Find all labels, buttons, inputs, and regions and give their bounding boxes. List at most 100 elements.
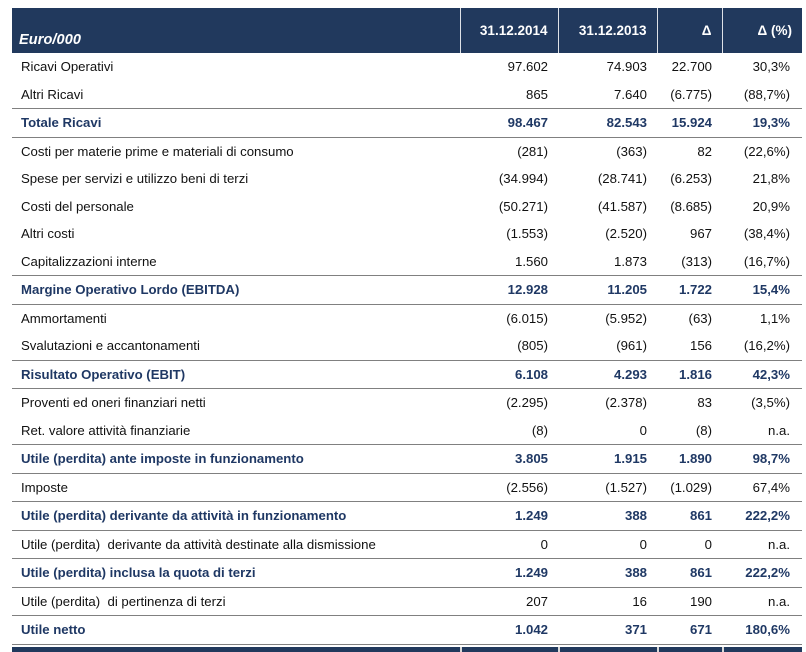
cell-2013: 16 (558, 587, 657, 616)
cell-2013: 1.915 (558, 444, 657, 474)
row-label: Capitalizzazioni interne (12, 247, 460, 276)
table-row: Imposte (2.556) (1.527) (1.029) 67,4% (12, 473, 802, 502)
cell-2013: (28.741) (558, 165, 657, 193)
cell-delta: 15.924 (657, 108, 722, 138)
income-statement: Euro/000 31.12.2014 31.12.2013 Δ Δ (%) R… (12, 8, 802, 652)
bottom-bar-segment (12, 646, 460, 652)
cell-2014: (281) (460, 137, 558, 165)
row-label: Utile netto (12, 615, 460, 645)
bottom-bar-segment (462, 646, 558, 652)
cell-2013: 11.205 (558, 275, 657, 305)
table-row: Ret. valore attività finanziarie (8) 0 (… (12, 416, 802, 445)
cell-2014: 97.602 (460, 53, 558, 81)
row-label: Ammortamenti (12, 304, 460, 332)
cell-delta-pct: 67,4% (722, 473, 802, 502)
row-label: Imposte (12, 473, 460, 502)
cell-delta: 1.722 (657, 275, 722, 305)
cell-delta-pct: 19,3% (722, 108, 802, 138)
cell-delta: (8.685) (657, 192, 722, 220)
cell-2014: 6.108 (460, 359, 558, 389)
cell-delta-pct: (38,4%) (722, 220, 802, 248)
cell-2013: 1.873 (558, 247, 657, 276)
total-row: Utile (perdita) inclusa la quota di terz… (12, 558, 802, 588)
cell-2013: 7.640 (558, 80, 657, 109)
cell-2013: 74.903 (558, 53, 657, 81)
cell-delta: 967 (657, 220, 722, 248)
cell-2013: (2.520) (558, 220, 657, 248)
row-label: Proventi ed oneri finanziari netti (12, 388, 460, 417)
cell-delta-pct: (3,5%) (722, 388, 802, 417)
table-row: Ammortamenti (6.015) (5.952) (63) 1,1% (12, 304, 802, 332)
cell-2014: 98.467 (460, 108, 558, 138)
table-row: Altri costi (1.553) (2.520) 967 (38,4%) (12, 220, 802, 248)
cell-2013: (5.952) (558, 304, 657, 332)
cell-delta: 671 (657, 615, 722, 645)
row-label: Utile (perdita) derivante da attività de… (12, 530, 460, 559)
total-row: Risultato Operativo (EBIT) 6.108 4.293 1… (12, 359, 802, 389)
cell-2014: (8) (460, 416, 558, 445)
cell-2013: (1.527) (558, 473, 657, 502)
column-header-delta: Δ (656, 8, 722, 53)
table-row: Costi per materie prime e materiali di c… (12, 137, 802, 165)
cell-2013: (363) (558, 137, 657, 165)
cell-delta-pct: 30,3% (722, 53, 802, 81)
header-row: Euro/000 31.12.2014 31.12.2013 Δ Δ (%) (12, 8, 802, 53)
cell-2014: 1.560 (460, 247, 558, 276)
cell-delta-pct: (88,7%) (722, 80, 802, 109)
cell-delta-pct: 1,1% (722, 304, 802, 332)
cell-delta: (6.253) (657, 165, 722, 193)
cell-2013: (961) (558, 332, 657, 360)
cell-2014: 12.928 (460, 275, 558, 305)
cell-delta-pct: 15,4% (722, 275, 802, 305)
cell-2013: 388 (558, 558, 657, 588)
row-label: Risultato Operativo (EBIT) (12, 359, 460, 389)
table-row: Spese per servizi e utilizzo beni di ter… (12, 165, 802, 193)
cell-2013: 388 (558, 501, 657, 531)
row-label: Costi per materie prime e materiali di c… (12, 137, 460, 165)
cell-delta: 83 (657, 388, 722, 417)
bottom-bar-segment (560, 646, 657, 652)
cell-2013: 4.293 (558, 359, 657, 389)
table-row: Ricavi Operativi 97.602 74.903 22.700 30… (12, 53, 802, 81)
cell-2014: (6.015) (460, 304, 558, 332)
cell-delta: (313) (657, 247, 722, 276)
total-row: Margine Operativo Lordo (EBITDA) 12.928 … (12, 275, 802, 305)
cell-delta: 861 (657, 501, 722, 531)
total-row: Totale Ricavi 98.467 82.543 15.924 19,3% (12, 108, 802, 138)
cell-delta: (8) (657, 416, 722, 445)
table-row: Utile (perdita) di pertinenza di terzi 2… (12, 587, 802, 616)
cell-2014: (34.994) (460, 165, 558, 193)
column-header-2013: 31.12.2013 (557, 8, 657, 53)
row-label: Altri Ricavi (12, 80, 460, 109)
column-header-delta-pct: Δ (%) (721, 8, 802, 53)
row-label: Svalutazioni e accantonamenti (12, 332, 460, 360)
cell-delta-pct: (22,6%) (722, 137, 802, 165)
cell-2013: 0 (558, 416, 657, 445)
row-label: Ret. valore attività finanziarie (12, 416, 460, 445)
table-row: Utile (perdita) derivante da attività de… (12, 530, 802, 559)
cell-delta: 190 (657, 587, 722, 616)
cell-delta: 0 (657, 530, 722, 559)
cell-delta: (6.775) (657, 80, 722, 109)
cell-2014: 1.042 (460, 615, 558, 645)
row-label: Utile (perdita) derivante da attività in… (12, 501, 460, 531)
cell-delta-pct: 21,8% (722, 165, 802, 193)
table-bottom-bar (12, 646, 802, 652)
cell-2013: 371 (558, 615, 657, 645)
cell-delta: 82 (657, 137, 722, 165)
cell-delta: (1.029) (657, 473, 722, 502)
total-row: Utile (perdita) derivante da attività in… (12, 501, 802, 531)
cell-2013: 82.543 (558, 108, 657, 138)
table-row: Svalutazioni e accantonamenti (805) (961… (12, 332, 802, 360)
row-label: Utile (perdita) ante imposte in funziona… (12, 444, 460, 474)
income-statement-table: Euro/000 31.12.2014 31.12.2013 Δ Δ (%) R… (12, 8, 802, 645)
cell-2014: (1.553) (460, 220, 558, 248)
cell-2014: (50.271) (460, 192, 558, 220)
cell-delta-pct: n.a. (722, 587, 802, 616)
cell-delta-pct: 98,7% (722, 444, 802, 474)
cell-delta: 1.816 (657, 359, 722, 389)
cell-2014: 207 (460, 587, 558, 616)
cell-delta-pct: (16,7%) (722, 247, 802, 276)
table-row: Proventi ed oneri finanziari netti (2.29… (12, 388, 802, 417)
cell-2014: 0 (460, 530, 558, 559)
